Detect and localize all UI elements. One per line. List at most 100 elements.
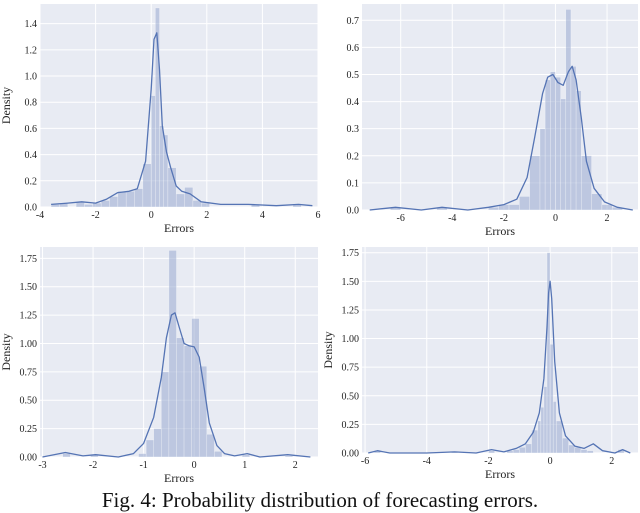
histogram-bar bbox=[488, 450, 495, 454]
histogram-bar bbox=[191, 318, 200, 458]
histogram-bar bbox=[565, 9, 572, 211]
histogram-bar bbox=[161, 371, 170, 458]
x-tick-label: -2 bbox=[500, 213, 508, 224]
x-axis-label: Errors bbox=[485, 467, 515, 481]
histogram-bar bbox=[84, 204, 94, 208]
plot-background bbox=[40, 4, 318, 207]
histogram-bar bbox=[544, 79, 551, 211]
x-tick-label: -4 bbox=[423, 456, 431, 467]
y-axis-label: Density bbox=[0, 87, 13, 124]
histogram-bar bbox=[555, 76, 561, 211]
y-tick-label: 0.7 bbox=[347, 16, 360, 27]
y-tick-label: 1.75 bbox=[20, 254, 38, 265]
histogram-bar bbox=[570, 66, 577, 211]
density-plot-top-right: -6 -4 -2 0 2 0.0 0.1 0.2 0.3 0.4 0.5 0.6 0.7 Errors bbox=[347, 4, 638, 238]
x-tick-label: -4 bbox=[36, 210, 44, 221]
kde-curve bbox=[368, 280, 631, 454]
histogram-bar bbox=[525, 443, 532, 454]
x-tick-label: 0 bbox=[553, 213, 558, 224]
histogram-bar bbox=[138, 453, 147, 458]
y-tick-label: 1.0 bbox=[25, 72, 38, 83]
plot-background bbox=[362, 4, 638, 210]
y-tick-label: 0.75 bbox=[20, 367, 38, 378]
y-axis-label: Density bbox=[321, 331, 335, 368]
histogram-bar bbox=[562, 437, 569, 454]
histogram-bar bbox=[568, 444, 576, 454]
x-tick-label: -6 bbox=[397, 213, 405, 224]
histogram-bar bbox=[117, 191, 127, 208]
histogram-bar bbox=[100, 200, 110, 208]
histogram-bar bbox=[549, 344, 554, 454]
x-tick-label: 2 bbox=[605, 213, 610, 224]
histogram-bar bbox=[145, 439, 154, 458]
y-tick-label: 0.50 bbox=[342, 391, 360, 402]
histogram-bar bbox=[142, 163, 152, 208]
y-tick-label: 1.25 bbox=[20, 311, 38, 322]
y-axis-label: Density bbox=[0, 333, 13, 370]
histogram-bar bbox=[153, 428, 162, 458]
histogram-bar bbox=[168, 250, 177, 458]
histogram-bar bbox=[580, 449, 588, 454]
density-plot-top-left: -4 -2 0 2 4 6 0.0 0.2 0.4 0.6 0.8 1.0 1.2 1.4 Errors De… bbox=[0, 4, 321, 235]
y-tick-label: 1.25 bbox=[342, 305, 360, 316]
x-axis-label: Errors bbox=[164, 471, 194, 485]
x-tick-label: 6 bbox=[316, 210, 321, 221]
histogram-bar bbox=[198, 365, 208, 458]
histogram-bar bbox=[241, 454, 251, 458]
y-tick-label: 1.00 bbox=[20, 339, 38, 350]
x-axis-label: Errors bbox=[164, 221, 194, 235]
density-plot-bottom-right: -6 -4 -2 0 2 0.00 0.25 0.50 0.75 1.00 1.25 1.50 1.75… bbox=[321, 247, 638, 481]
histogram-bar bbox=[284, 455, 293, 458]
kde-curve bbox=[369, 65, 633, 211]
histogram-bar bbox=[586, 450, 594, 454]
plot-background bbox=[362, 247, 638, 453]
histogram-bar bbox=[214, 451, 223, 458]
figure-caption: Fig. 4: Probability distribution of fore… bbox=[101, 488, 539, 512]
x-tick-label: 2 bbox=[609, 456, 614, 467]
histogram-bar bbox=[155, 7, 160, 208]
x-tick-label: -3 bbox=[38, 460, 46, 471]
density-plot-bottom-left: -3 -2 -1 0 1 2 0.00 0.25 0.50 0.75 1.00 1.25 1.50 1.7… bbox=[0, 247, 318, 485]
y-tick-label: 0.25 bbox=[20, 424, 38, 435]
y-tick-label: 1.50 bbox=[20, 282, 38, 293]
x-tick-label: 2 bbox=[293, 460, 298, 471]
y-tick-label: 1.50 bbox=[342, 277, 360, 288]
y-tick-label: 0.4 bbox=[347, 97, 360, 108]
histogram-bar bbox=[488, 207, 499, 211]
x-tick-label: -2 bbox=[89, 460, 97, 471]
y-tick-label: 0.1 bbox=[347, 178, 360, 189]
histogram-bar bbox=[150, 95, 156, 208]
histogram-bar bbox=[512, 449, 520, 454]
y-tick-label: 0.3 bbox=[347, 124, 360, 135]
x-tick-label: -1 bbox=[139, 460, 147, 471]
histogram-bar bbox=[200, 202, 210, 208]
histogram-bar bbox=[581, 155, 592, 211]
y-tick-label: 0.00 bbox=[342, 449, 360, 460]
histogram-bar bbox=[539, 128, 546, 211]
histogram-bar bbox=[125, 191, 135, 208]
histogram-bar bbox=[175, 193, 185, 208]
histogram-bar bbox=[109, 196, 119, 208]
x-tick-label: -2 bbox=[91, 210, 99, 221]
y-tick-label: 0.00 bbox=[20, 453, 38, 464]
y-tick-label: 0.6 bbox=[347, 43, 360, 54]
histogram-bar bbox=[529, 155, 541, 211]
x-axis-label: Errors bbox=[485, 224, 515, 238]
histogram-bar bbox=[519, 447, 526, 454]
histogram-bar bbox=[176, 337, 185, 458]
histogram-bar bbox=[206, 434, 215, 458]
y-tick-label: 1.00 bbox=[342, 334, 360, 345]
x-tick-label: 0 bbox=[149, 210, 154, 221]
histogram-bar bbox=[92, 202, 102, 208]
histogram-bar bbox=[167, 167, 177, 208]
y-tick-label: 0.2 bbox=[25, 176, 38, 187]
histogram-bar bbox=[540, 406, 545, 454]
kde-curve bbox=[42, 312, 311, 458]
x-tick-label: 0 bbox=[548, 456, 553, 467]
histogram-bar bbox=[159, 125, 164, 208]
y-tick-label: 0.6 bbox=[25, 124, 38, 135]
histogram-bar bbox=[560, 98, 567, 211]
histogram-bar bbox=[508, 204, 520, 211]
histogram-bar bbox=[574, 447, 582, 454]
